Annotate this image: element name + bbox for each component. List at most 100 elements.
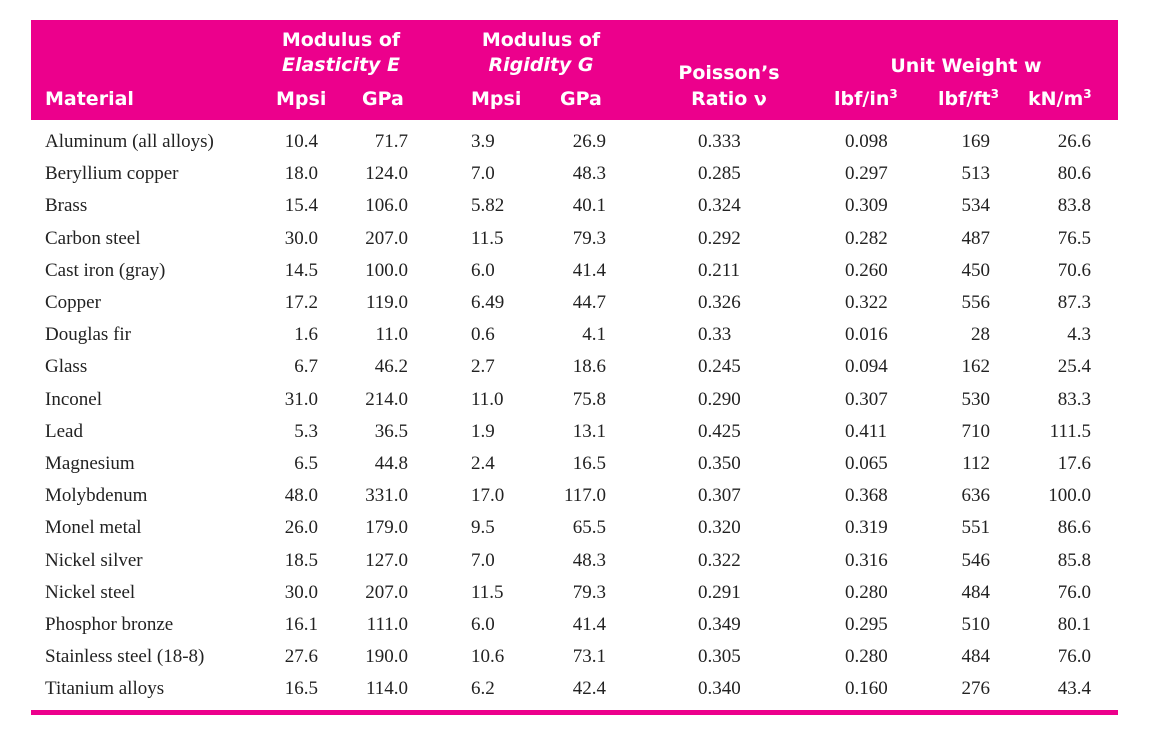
cell-e-gpa: 214.0 — [365, 388, 408, 410]
cell-e-gpa: 11.0 — [375, 324, 408, 346]
table-row: Nickel steel 30.0 207.0 11.5 79.3 0.291 0.280 4… — [31, 577, 1118, 609]
cell-g-gpa: 75.8 — [572, 388, 606, 410]
header-poisson-line2: Ratio ν — [691, 88, 767, 110]
cell-w-m3: 17.6 — [1057, 453, 1091, 474]
cell-material: Copper — [45, 292, 101, 313]
table-row: Brass 15.4 106.0 5.82 40.1 0.324 0.309 534 83.8 — [31, 190, 1118, 222]
cell-poisson: 0.425 — [698, 420, 741, 442]
material-properties-table: Material Modulus of Elasticity E Modulus… — [31, 20, 1118, 699]
cell-e-gpa: 46.2 — [374, 356, 408, 378]
cell-w-m3: 76.5 — [1057, 227, 1091, 249]
cell-material: Nickel steel — [45, 581, 136, 603]
cell-w-ft3: 636 — [961, 485, 991, 507]
cell-g-mpsi: 17.0 — [471, 485, 505, 507]
cell-e-gpa: 331.0 — [365, 485, 408, 507]
cell-g-gpa: 117.0 — [563, 485, 606, 507]
cell-w-ft3: 487 — [961, 227, 991, 249]
cell-w-in3: 0.368 — [845, 485, 888, 507]
cell-e-mpsi: 15.4 — [284, 195, 318, 217]
header-w-lbf-in3-exponent: 3 — [889, 87, 898, 101]
cell-w-in3: 0.098 — [845, 131, 888, 152]
cell-g-mpsi: 5.82 — [471, 195, 505, 217]
cell-poisson: 0.322 — [698, 549, 741, 571]
header-material: Material — [45, 88, 134, 110]
header-w-kn-m3: kN/m3 — [1028, 87, 1092, 111]
cell-e-mpsi: 26.0 — [284, 517, 318, 539]
table-row: Lead 5.3 36.5 1.9 13.1 0.425 0.411 710 111.5 — [31, 416, 1118, 448]
cell-g-gpa: 41.4 — [572, 614, 606, 635]
cell-e-gpa: 44.8 — [374, 453, 408, 474]
cell-g-gpa: 13.1 — [572, 420, 606, 442]
cell-poisson: 0.340 — [698, 678, 741, 700]
cell-poisson: 0.307 — [698, 485, 741, 507]
header-w-kn-m3-exponent: 3 — [1083, 87, 1092, 101]
cell-e-mpsi: 5.3 — [294, 420, 318, 442]
cell-w-in3: 0.307 — [845, 388, 888, 410]
cell-material: Carbon steel — [45, 227, 141, 249]
cell-g-mpsi: 11.0 — [471, 388, 504, 410]
table-row: Carbon steel 30.0 207.0 11.5 79.3 0.292 0.282 4… — [31, 223, 1118, 255]
cell-w-m3: 76.0 — [1057, 581, 1091, 603]
cell-e-gpa: 106.0 — [365, 195, 408, 217]
cell-poisson: 0.333 — [698, 131, 741, 152]
cell-e-mpsi: 30.0 — [284, 227, 318, 249]
header-w-kn-m3-base: kN/m — [1028, 88, 1084, 110]
cell-g-mpsi: 11.5 — [471, 227, 504, 249]
cell-w-in3: 0.322 — [845, 292, 888, 313]
cell-w-in3: 0.297 — [845, 163, 888, 185]
cell-w-m3: 85.8 — [1057, 549, 1091, 571]
cell-g-gpa: 44.7 — [572, 292, 606, 313]
cell-poisson: 0.349 — [698, 614, 741, 635]
cell-e-gpa: 114.0 — [365, 678, 408, 700]
table-row: Phosphor bronze 16.1 111.0 6.0 41.4 0.349 0.29… — [31, 609, 1118, 641]
cell-g-mpsi: 7.0 — [471, 549, 495, 571]
cell-w-in3: 0.160 — [845, 678, 888, 700]
cell-w-in3: 0.295 — [845, 614, 888, 635]
cell-w-ft3: 28 — [971, 324, 990, 346]
cell-poisson: 0.291 — [698, 581, 741, 603]
cell-w-m3: 4.3 — [1067, 324, 1091, 346]
cell-g-mpsi: 3.9 — [471, 131, 495, 152]
cell-w-m3: 83.8 — [1057, 195, 1091, 217]
cell-e-mpsi: 17.2 — [284, 292, 318, 313]
cell-w-ft3: 169 — [961, 131, 991, 152]
cell-w-ft3: 510 — [961, 614, 991, 635]
cell-g-gpa: 48.3 — [572, 549, 606, 571]
cell-g-gpa: 26.9 — [572, 131, 606, 152]
cell-w-ft3: 530 — [961, 388, 991, 410]
cell-g-mpsi: 11.5 — [471, 581, 504, 603]
header-modulus-elasticity-line2: Elasticity E — [281, 54, 401, 76]
cell-g-mpsi: 2.4 — [471, 453, 495, 474]
table-row: Aluminum (all alloys) 10.4 71.7 3.9 26.9 0.33… — [31, 126, 1118, 158]
cell-w-m3: 43.4 — [1057, 678, 1091, 700]
cell-e-gpa: 111.0 — [366, 614, 408, 635]
header-poisson-line1: Poisson’s — [678, 62, 780, 84]
cell-e-gpa: 207.0 — [365, 581, 408, 603]
cell-g-mpsi: 10.6 — [471, 646, 505, 668]
table-row: Inconel 31.0 214.0 11.0 75.8 0.290 0.307 530 83.… — [31, 384, 1118, 416]
cell-g-gpa: 18.6 — [572, 356, 606, 378]
cell-material: Nickel silver — [45, 549, 143, 571]
cell-w-in3: 0.280 — [845, 646, 888, 668]
table-row: Glass 6.7 46.2 2.7 18.6 0.245 0.094 162 25.4 — [31, 351, 1118, 383]
cell-g-gpa: 65.5 — [572, 517, 606, 539]
header-modulus-rigidity-line2: Rigidity G — [488, 54, 594, 76]
header-unit-weight: Unit Weight w — [890, 55, 1042, 77]
cell-g-gpa: 79.3 — [572, 227, 606, 249]
cell-material: Molybdenum — [45, 485, 148, 507]
cell-w-in3: 0.309 — [845, 195, 888, 217]
cell-poisson: 0.305 — [698, 646, 741, 668]
cell-g-mpsi: 2.7 — [471, 356, 495, 378]
table-row: Cast iron (gray) 14.5 100.0 6.0 41.4 0.211 0.2… — [31, 255, 1118, 287]
cell-e-gpa: 124.0 — [365, 163, 408, 185]
cell-e-mpsi: 14.5 — [284, 259, 318, 281]
cell-e-mpsi: 16.5 — [284, 678, 318, 700]
bottom-rule — [31, 710, 1118, 715]
cell-w-in3: 0.094 — [845, 356, 888, 378]
cell-w-m3: 87.3 — [1057, 292, 1091, 313]
table-row: Copper 17.2 119.0 6.49 44.7 0.326 0.322 556 87.3 — [31, 287, 1118, 319]
cell-g-mpsi: 6.0 — [471, 259, 495, 281]
cell-w-m3: 111.5 — [1049, 420, 1091, 442]
cell-e-gpa: 71.7 — [374, 131, 408, 152]
cell-material: Douglas fir — [45, 324, 132, 346]
